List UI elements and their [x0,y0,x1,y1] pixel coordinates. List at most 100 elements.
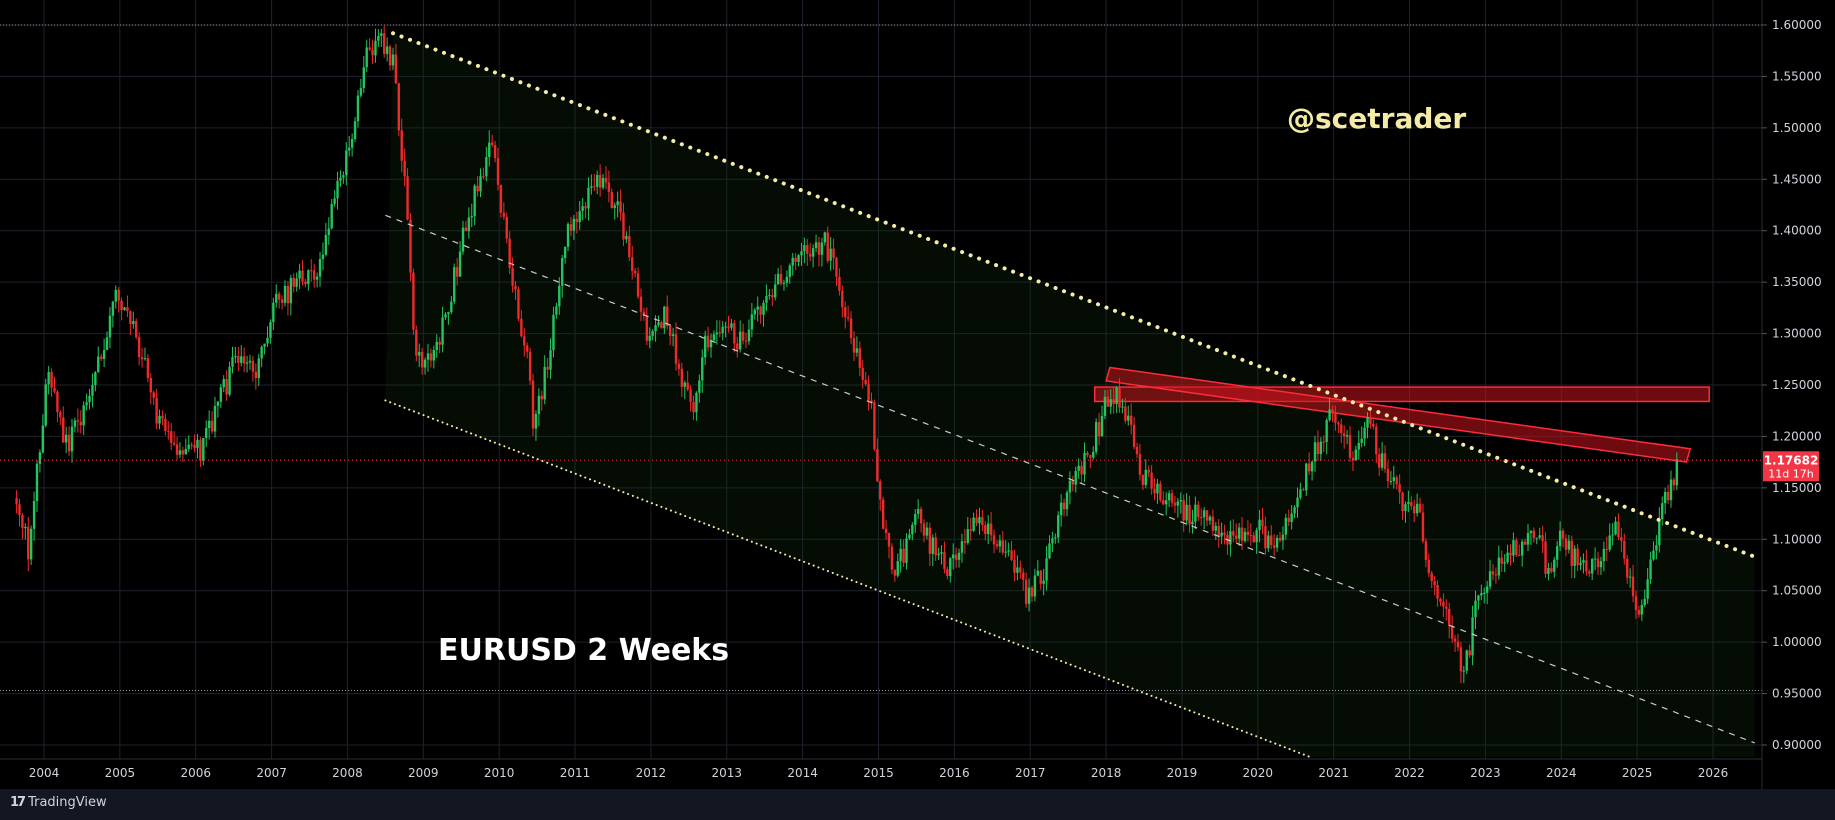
candle-up [359,88,363,96]
candle-up [38,452,42,464]
price-chart[interactable]: 1.60000 1.55000 1.50000 1.45000 1.40000 1.350… [0,0,1835,789]
candle-up [750,314,754,330]
candle-up [1214,525,1218,531]
candle-up [1389,480,1393,482]
trendline-dotted-thin[interactable] [384,399,1312,759]
candle-up [1558,530,1562,547]
candle-down [1010,550,1013,560]
candle-up [957,552,961,560]
candle-down [1173,502,1177,506]
candle-up [441,317,444,345]
candle-down [1135,446,1139,455]
candle-down [598,174,602,188]
candle-up [785,276,789,283]
candle-down [277,293,281,300]
candle-up [820,242,824,255]
candle-up [1167,493,1171,501]
candle-down [140,357,144,360]
candle-up [899,548,902,562]
candle-down [1124,406,1127,421]
candle-up [231,357,234,367]
candle-up [1599,561,1603,568]
candle-up [1191,521,1194,525]
price-axis[interactable]: 1.60000 1.55000 1.50000 1.45000 1.40000 1.350… [1762,18,1822,752]
candle-up [925,527,929,536]
candle-up [1366,417,1369,428]
candle-up [1299,489,1302,498]
candle-down [546,366,549,370]
candle-up [1503,562,1506,564]
candle-up [391,54,395,66]
candle-down [1634,596,1638,610]
tradingview-logo[interactable]: 𝟭𝟳 TradingView [10,795,107,810]
candle-up [721,326,724,333]
trendline-dotted-thick[interactable] [390,31,1757,559]
candle-down [540,395,543,400]
candle-down [523,336,526,346]
candle-down [779,273,783,284]
trendlines[interactable] [384,31,1757,759]
candle-up [1156,483,1159,494]
candle-up [1360,438,1363,444]
candle-down [420,352,424,368]
candle-up [24,526,27,529]
candle-up [698,380,701,393]
candle-down [1398,484,1401,493]
candle-up [724,326,727,328]
candle-down [879,481,882,500]
candle-up [473,185,476,217]
candle-down [1246,531,1250,536]
candle-down [841,290,844,308]
resistance-zones[interactable] [1093,366,1710,463]
candle-up [1027,587,1031,604]
candle-up [572,218,576,231]
candle-down [1232,531,1235,536]
candle-down [1182,500,1185,521]
candle-up [1121,406,1124,408]
candle-up [730,323,733,328]
candle-down [137,337,141,358]
candle-down [867,383,870,401]
candle-up [123,307,126,311]
candle-up [488,142,491,158]
candle-down [946,569,949,577]
candle-up [1293,507,1296,514]
candle-up [788,265,791,277]
candle-up [248,360,252,363]
x-tick-label: 2015 [863,766,894,780]
candle-down [21,515,24,529]
candle-up [683,382,686,387]
candle-up [1471,617,1474,656]
candle-down [167,431,170,433]
y-tick-label: 0.95000 [1772,687,1822,701]
x-tick-label: 2013 [711,766,742,780]
candle-up [219,387,223,402]
candle-up [1529,530,1533,533]
time-axis[interactable]: 2004 2005 2006 2007 2008 2009 2010 2011 2012 2013… [29,766,1729,780]
candle-up [1488,571,1492,587]
candle-up [426,353,430,360]
candle-up [315,276,319,280]
candle-down [1030,587,1034,597]
x-tick-label: 2010 [484,766,515,780]
candle-up [458,251,462,277]
candle-down [1351,457,1355,461]
candle-up [555,306,558,315]
candle-up [561,258,564,286]
candle-up [601,177,605,188]
candle-up [1646,579,1649,599]
candle-down [741,331,745,341]
candle-up [1305,463,1308,491]
y-tick-label: 1.45000 [1772,172,1822,186]
candle-up [263,343,266,347]
candle-down [1509,552,1512,556]
candle-down [844,307,847,318]
resistance-zone-sloped[interactable] [1105,366,1692,463]
trendline-dashed[interactable] [385,214,1755,744]
candle-down [1153,488,1156,494]
candle-up [32,501,36,529]
candle-down [689,389,692,402]
candle-down [50,371,53,388]
candle-up [374,40,377,56]
chart-title: EURUSD 2 Weeks [438,633,729,668]
